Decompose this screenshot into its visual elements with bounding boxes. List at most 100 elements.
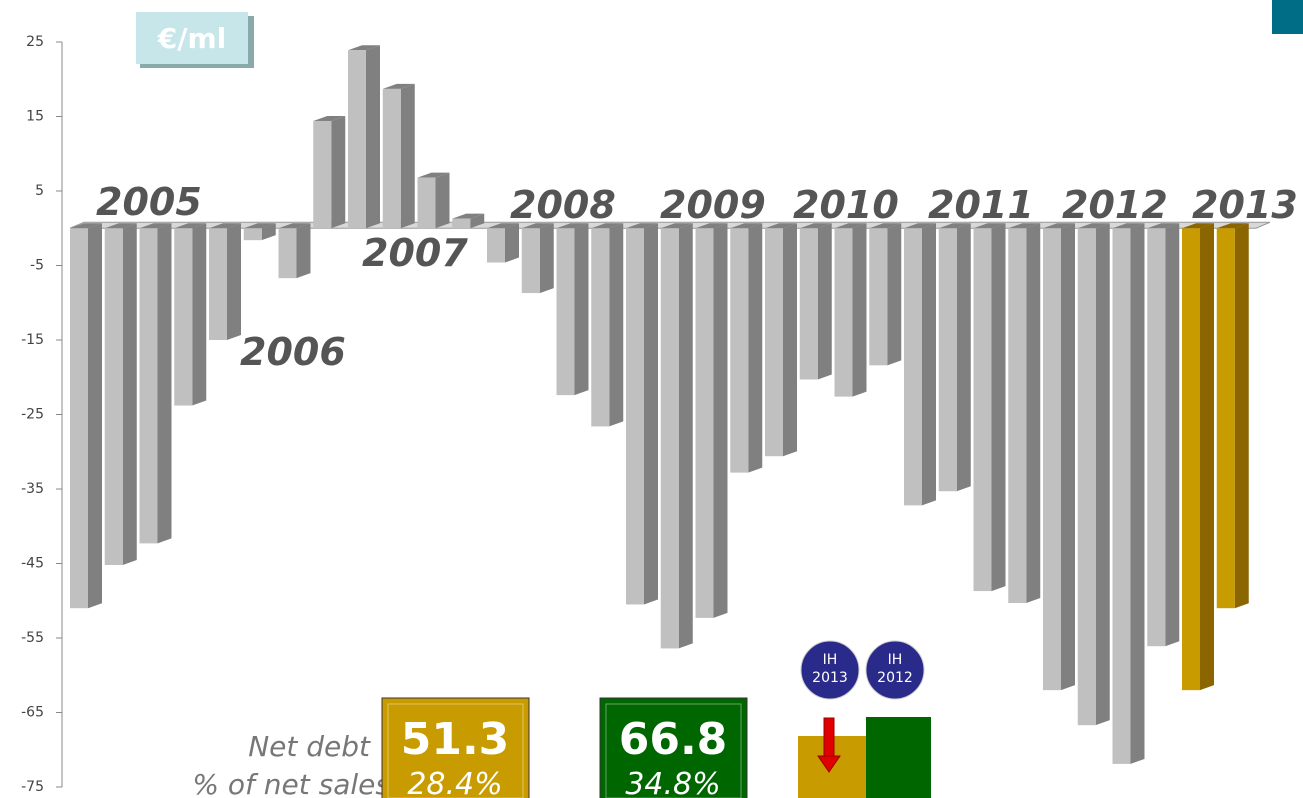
- bar: [104, 223, 137, 565]
- bar-front: [313, 120, 332, 229]
- bar-front: [70, 228, 88, 609]
- box-value: 51.3: [401, 714, 510, 765]
- bar: [626, 223, 658, 605]
- bar-side: [227, 223, 241, 340]
- bar-top: [938, 223, 971, 229]
- bar-top: [521, 223, 554, 229]
- bar-top: [626, 223, 658, 229]
- y-tick-label: 5: [35, 183, 44, 199]
- y-tick-label: -45: [21, 556, 44, 572]
- bar-side: [539, 223, 554, 294]
- bar-side: [887, 223, 902, 366]
- bar-top: [695, 223, 728, 229]
- bar-front: [904, 228, 922, 506]
- bar-side: [991, 223, 1006, 592]
- year-label: 2009: [660, 183, 766, 227]
- bar-front: [417, 177, 436, 229]
- bar-side: [852, 223, 867, 397]
- bar-front: [973, 228, 992, 592]
- year-label: 2013: [1192, 183, 1298, 227]
- bar-top: [1077, 223, 1110, 229]
- bar: [1043, 223, 1075, 691]
- arrow-shaft: [823, 717, 835, 759]
- bar-top: [452, 213, 485, 219]
- year-label: 2007: [362, 231, 468, 275]
- bar: [139, 223, 172, 544]
- bar: [417, 172, 450, 229]
- badge-line: 2012: [877, 670, 913, 686]
- bar-front: [695, 228, 714, 618]
- bar-front: [765, 228, 783, 457]
- y-tick-label: -55: [21, 630, 44, 646]
- bar-side: [783, 223, 797, 457]
- bar-side: [296, 223, 311, 279]
- bar-front: [1216, 228, 1235, 609]
- bar-side: [922, 223, 936, 506]
- bar-front: [591, 228, 610, 427]
- bar-front: [139, 228, 158, 544]
- bar-side: [157, 223, 172, 544]
- year-label: 2012: [1062, 183, 1168, 227]
- year-label: 2006: [240, 330, 346, 374]
- bar: [938, 223, 971, 492]
- bar: [799, 223, 832, 380]
- bar-side: [88, 223, 102, 609]
- bar-side: [609, 223, 624, 427]
- bar: [556, 223, 589, 396]
- bar-front: [556, 228, 575, 396]
- box-pct: 28.4%: [407, 767, 502, 798]
- bar: [695, 223, 728, 618]
- bar-front: [452, 218, 471, 229]
- bar-side: [400, 83, 415, 229]
- bar-front: [278, 228, 297, 279]
- badge-label: IH 2013: [812, 652, 848, 686]
- badge: [800, 640, 860, 700]
- bar: [765, 223, 797, 457]
- bar-side: [1130, 223, 1145, 764]
- badge-line: 2013: [812, 670, 848, 686]
- bar: [70, 223, 102, 609]
- bar-top: [104, 223, 137, 229]
- bar-top: [209, 223, 241, 229]
- bar-top: [1216, 223, 1249, 229]
- bar-front: [521, 228, 540, 294]
- bar: [278, 223, 311, 279]
- bar-side: [1200, 223, 1214, 691]
- bar-front: [1147, 228, 1166, 647]
- bar-top: [556, 223, 589, 229]
- corner-mark: [1272, 0, 1303, 34]
- bar-top: [799, 223, 832, 229]
- bar-side: [122, 223, 137, 565]
- bar-side: [748, 223, 763, 473]
- year-label: 2011: [928, 183, 1034, 227]
- bar-top: [904, 223, 936, 229]
- value-box-inner: [605, 703, 742, 798]
- bar: [1147, 223, 1180, 647]
- bar: [452, 213, 485, 229]
- bar-front: [487, 228, 505, 263]
- pct-label: % of net sales: [192, 768, 390, 798]
- y-tick-label: -65: [21, 705, 44, 721]
- bar-front: [348, 50, 366, 229]
- bar-front: [104, 228, 123, 565]
- bar: [348, 45, 380, 229]
- bar: [382, 83, 415, 229]
- box-value: 66.8: [619, 714, 728, 765]
- bar: [904, 223, 936, 506]
- bar-top: [730, 223, 763, 229]
- bar: [1182, 223, 1214, 691]
- year-label: 2010: [793, 183, 899, 227]
- bar-front: [660, 228, 679, 649]
- bar-top: [660, 223, 693, 229]
- unit-label: €/ml: [157, 22, 226, 55]
- bar-top: [487, 223, 519, 229]
- box-pct: 34.8%: [625, 767, 720, 798]
- bar-top: [591, 223, 624, 229]
- bar-top: [834, 223, 867, 229]
- bar-front: [209, 228, 227, 340]
- badge-line: IH: [823, 652, 838, 668]
- bar-front: [799, 228, 818, 380]
- y-tick-label: -5: [30, 258, 44, 274]
- badge-label: IH 2012: [877, 652, 913, 686]
